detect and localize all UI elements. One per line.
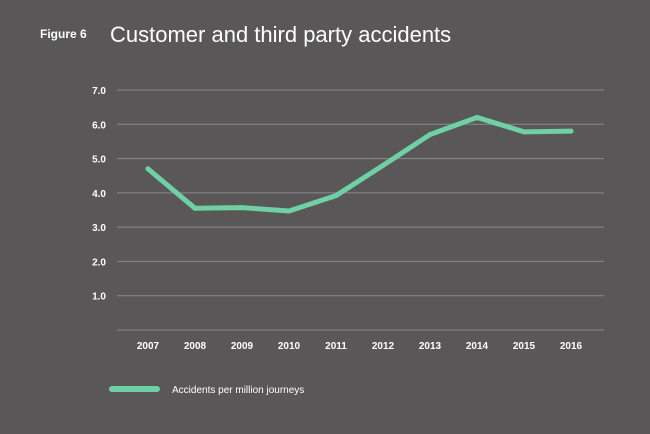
x-tick-label: 2010 — [278, 341, 301, 352]
x-tick-label: 2012 — [372, 341, 395, 352]
data-point — [380, 162, 386, 168]
x-tick-label: 2007 — [137, 341, 160, 352]
gridlines — [117, 89, 604, 331]
x-tick-label: 2014 — [466, 341, 489, 352]
y-tick-label: 6.0 — [92, 120, 106, 131]
data-point — [427, 132, 433, 138]
y-tick-label: 2.0 — [92, 257, 106, 268]
series-line — [145, 114, 574, 214]
data-point — [568, 128, 574, 134]
y-tick-label: 3.0 — [92, 223, 106, 234]
data-point — [474, 114, 480, 120]
data-point — [521, 129, 527, 135]
x-tick-label: 2016 — [560, 341, 583, 352]
x-tick-label: 2015 — [513, 341, 536, 352]
y-tick-label: 4.0 — [92, 189, 106, 200]
x-tick-label: 2013 — [419, 341, 442, 352]
y-tick-label: 5.0 — [92, 155, 106, 166]
figure-label: Figure 6 — [40, 27, 87, 41]
data-point — [192, 205, 198, 211]
y-axis-ticks: 1.0 2.0 3.0 4.0 5.0 6.0 7.0 — [92, 86, 106, 303]
series-layer — [145, 114, 574, 214]
chart-title: Customer and third party accidents — [110, 22, 451, 47]
data-point — [286, 208, 292, 214]
data-point — [145, 166, 151, 172]
x-tick-label: 2011 — [325, 341, 347, 352]
data-point — [333, 193, 339, 199]
data-point — [239, 205, 245, 211]
x-tick-label: 2008 — [184, 341, 207, 352]
legend-label: Accidents per million journeys — [172, 385, 304, 396]
legend: Accidents per million journeys — [109, 385, 304, 396]
y-tick-label: 1.0 — [92, 292, 106, 303]
x-axis-ticks: 2007 2008 2009 2010 2011 2012 2013 2014 2015 2016 — [137, 341, 583, 352]
y-tick-label: 7.0 — [92, 86, 106, 97]
x-tick-label: 2009 — [231, 341, 254, 352]
